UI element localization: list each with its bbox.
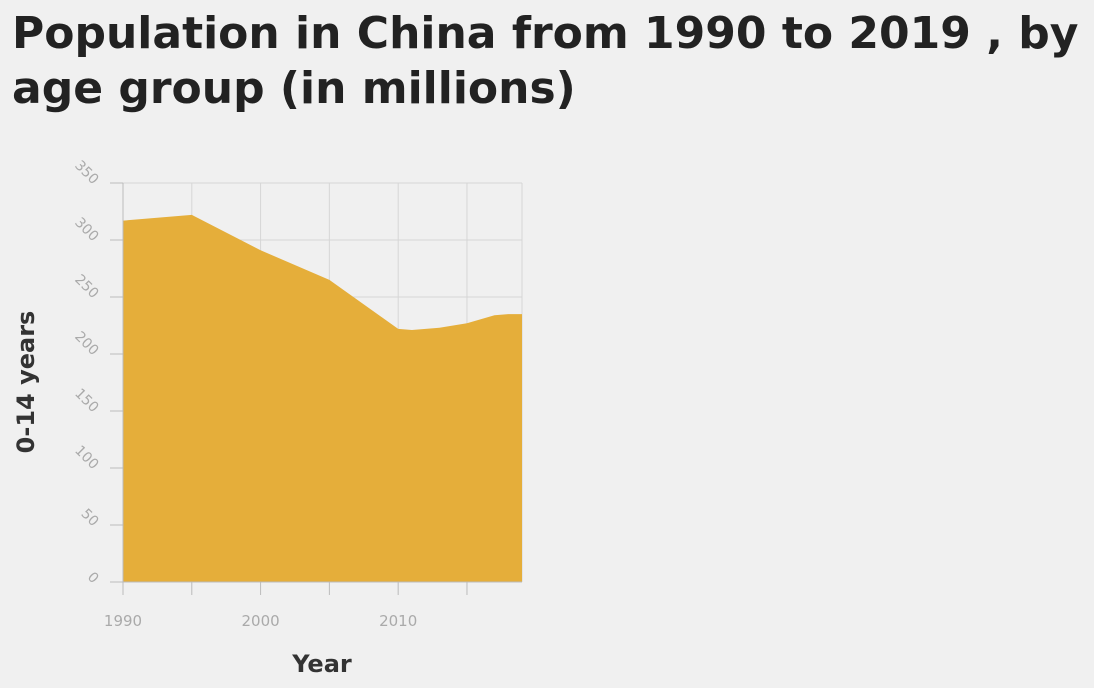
series-area [123,214,522,583]
y-tick-label: 0 [84,569,102,587]
y-tick-label: 300 [71,215,101,245]
y-axis-ticks: 0 50 100 150 200 250 300 350 [71,158,123,587]
x-tick-label: 2010 [379,612,417,630]
x-axis-label: Year [291,650,352,678]
x-tick-label: 1990 [104,612,142,630]
area-series [123,214,522,583]
y-tick-label: 50 [78,506,102,530]
y-tick-label: 250 [71,272,101,302]
y-tick-label: 200 [71,329,101,359]
y-axis-label: 0-14 years [12,311,40,454]
x-axis-ticks: 1990 2000 2010 [104,582,468,630]
y-tick-label: 150 [71,386,101,416]
y-tick-label: 100 [71,443,101,473]
chart-title: Population in China from 1990 to 2019 , … [12,8,1079,114]
axes [122,183,522,583]
y-tick-label: 350 [71,158,101,188]
x-tick-label: 2000 [241,612,279,630]
